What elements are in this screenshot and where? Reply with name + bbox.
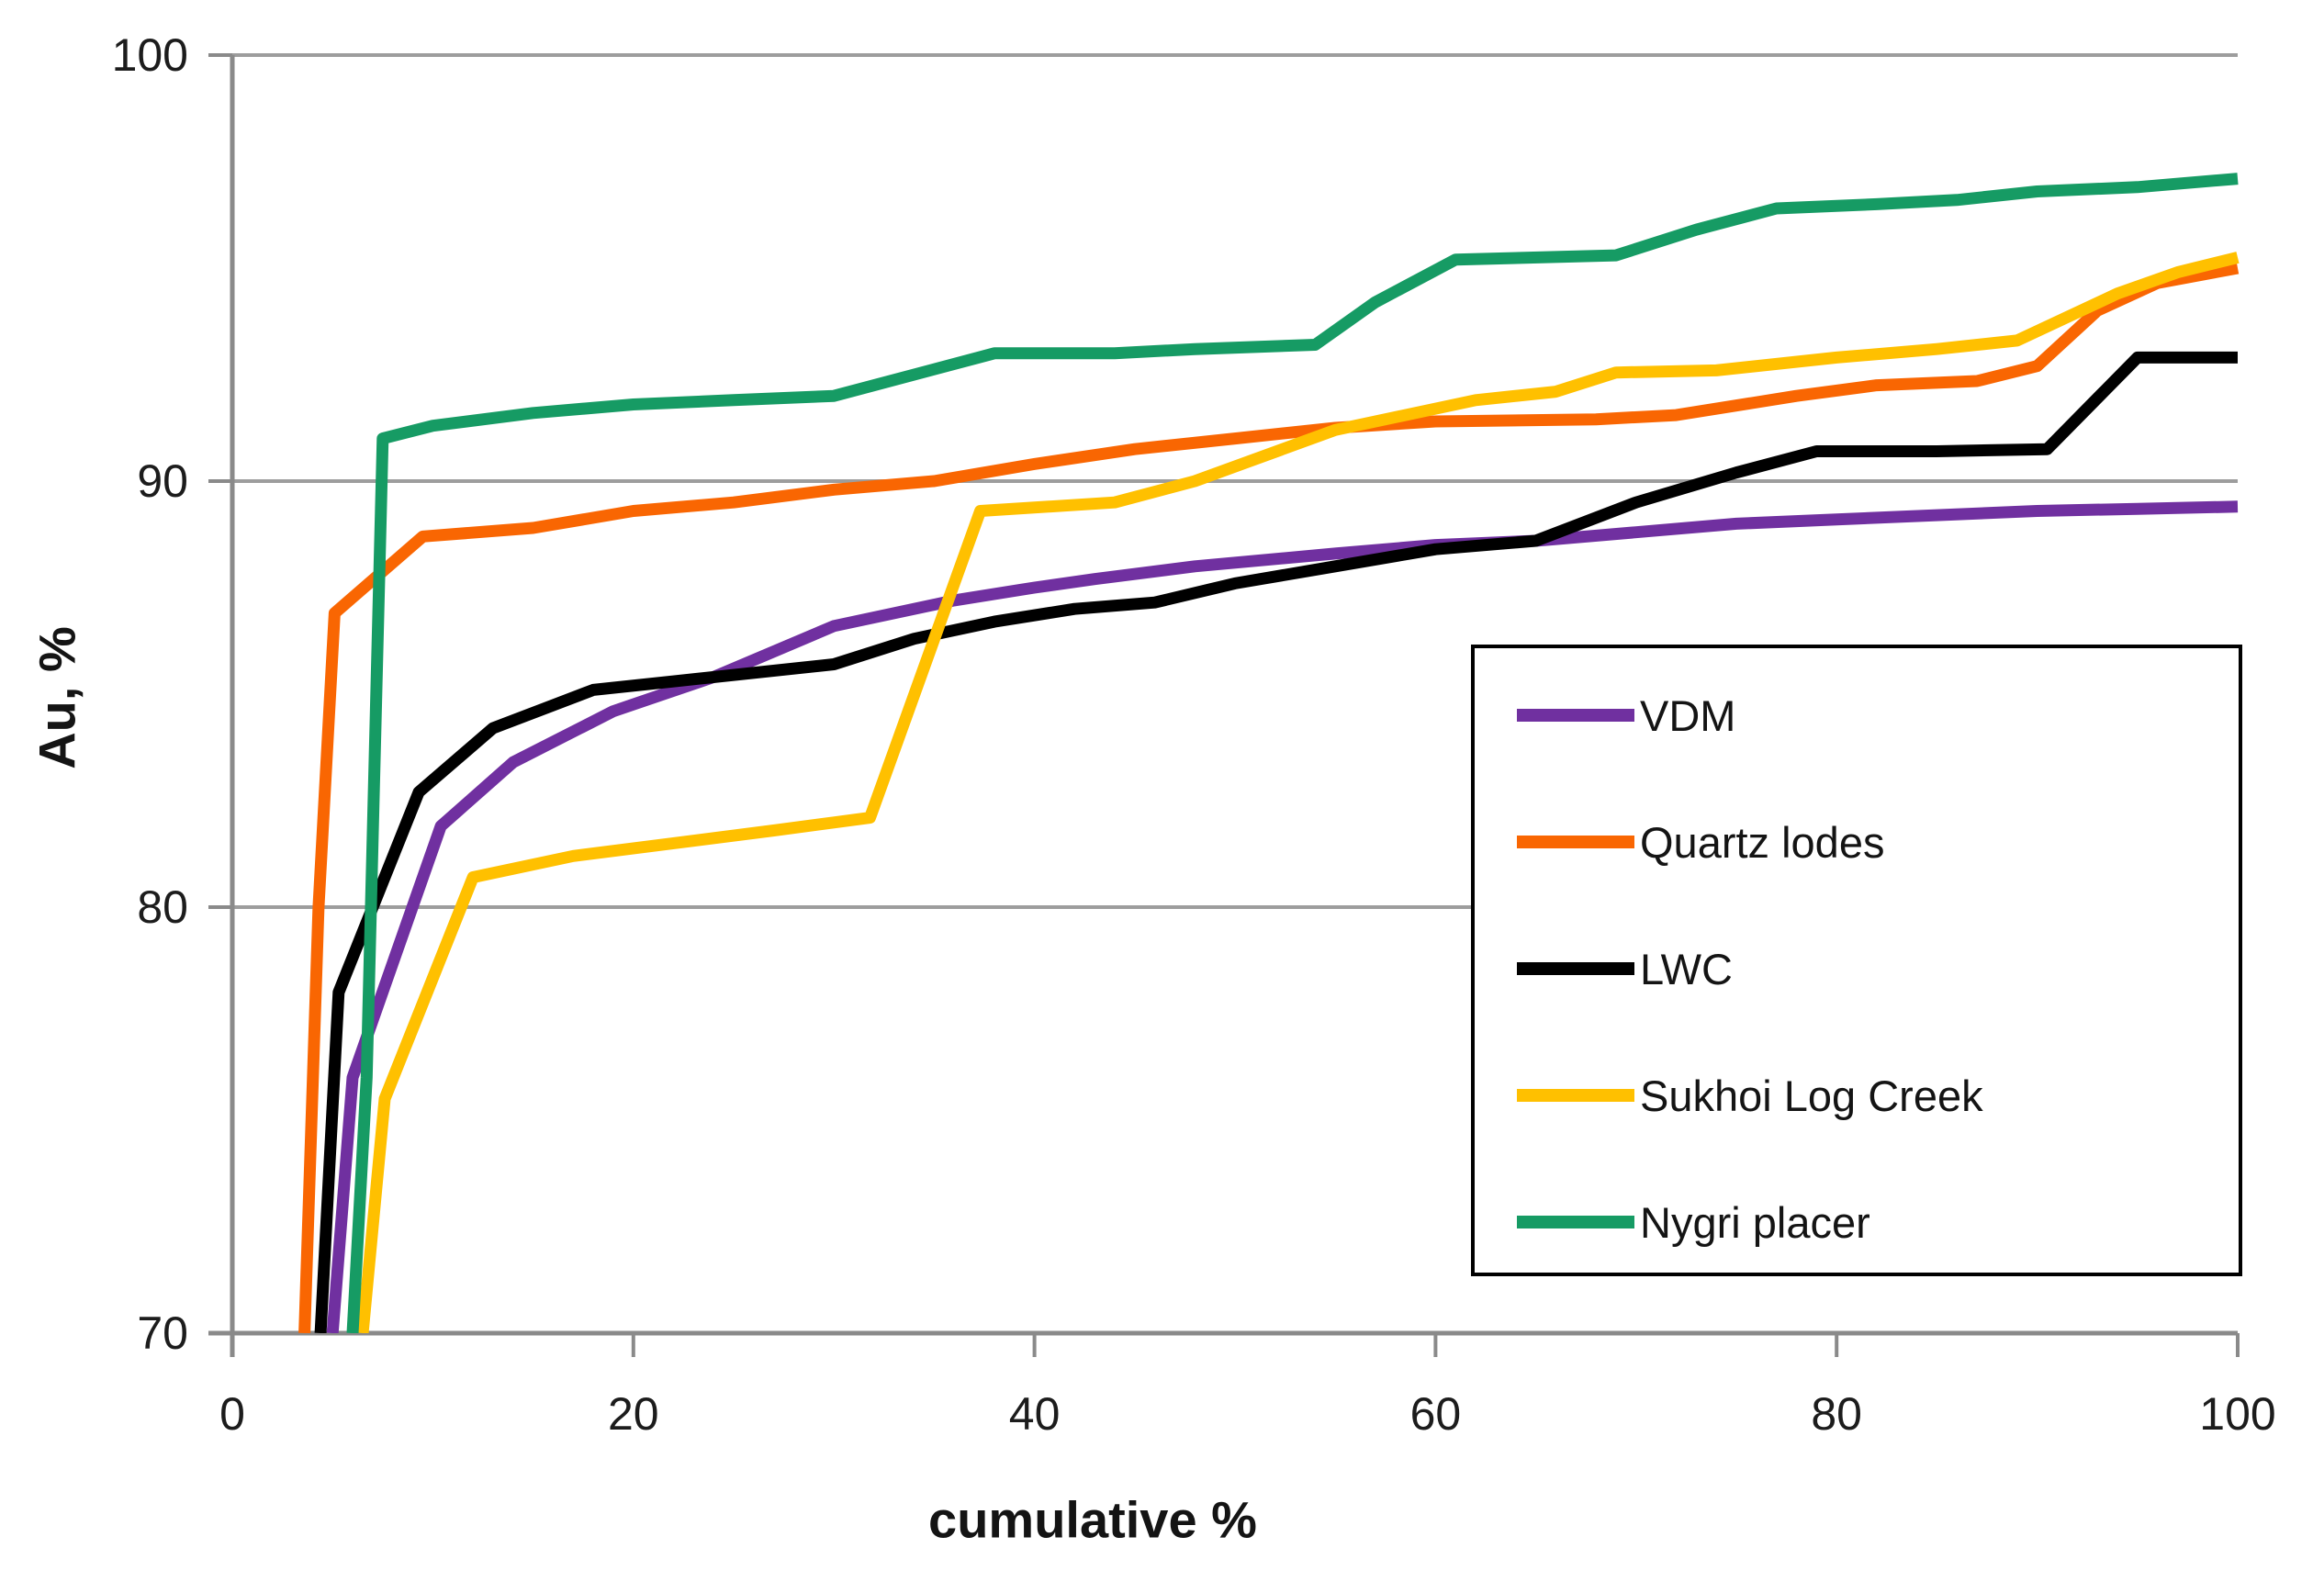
legend-swatch-quartz-lodes	[1517, 836, 1634, 848]
legend-swatch-nygri-placer	[1517, 1216, 1634, 1228]
legend-label: VDM	[1640, 690, 1736, 740]
series-line-lwc	[314, 351, 2238, 1333]
legend-item: LWC	[1517, 940, 1733, 997]
legend-label: Sukhoi Log Creek	[1640, 1071, 1983, 1120]
series-line-vdm	[326, 500, 2239, 1333]
legend-swatch-sukhoi-log-creek	[1517, 1089, 1634, 1102]
legend-item: VDM	[1517, 687, 1735, 744]
x-axis-title: cumulative %	[928, 1490, 1257, 1549]
y-axis-title: Au, %	[28, 626, 86, 769]
legend-label: LWC	[1640, 944, 1733, 993]
x-tick-label: 80	[1811, 1388, 1862, 1440]
legend-swatch-vdm	[1517, 709, 1634, 722]
legend-item: Sukhoi Log Creek	[1517, 1067, 1983, 1124]
y-tick-label: 100	[112, 29, 188, 81]
x-tick-label: 40	[1009, 1388, 1061, 1440]
x-tick-label: 100	[2199, 1388, 2275, 1440]
x-tick-label: 20	[608, 1388, 659, 1440]
legend: VDM Quartz lodes LWC Sukhoi Log Creek Nygri …	[1471, 645, 2242, 1276]
y-tick-label: 90	[137, 455, 188, 507]
series-line-quartz-lodes	[298, 262, 2240, 1333]
legend-label: Quartz lodes	[1640, 817, 1885, 867]
legend-item: Quartz lodes	[1517, 813, 1884, 870]
series-line-nygri-placer	[346, 173, 2239, 1333]
y-tick-label: 70	[137, 1307, 188, 1359]
y-tick-label: 80	[137, 881, 188, 933]
legend-swatch-lwc	[1517, 962, 1634, 975]
legend-label: Nygri placer	[1640, 1197, 1870, 1247]
x-tick-label: 60	[1410, 1388, 1462, 1440]
x-tick-label: 0	[219, 1388, 245, 1440]
series-line-sukhoi-log-creek	[356, 252, 2240, 1333]
legend-item: Nygri placer	[1517, 1194, 1870, 1251]
